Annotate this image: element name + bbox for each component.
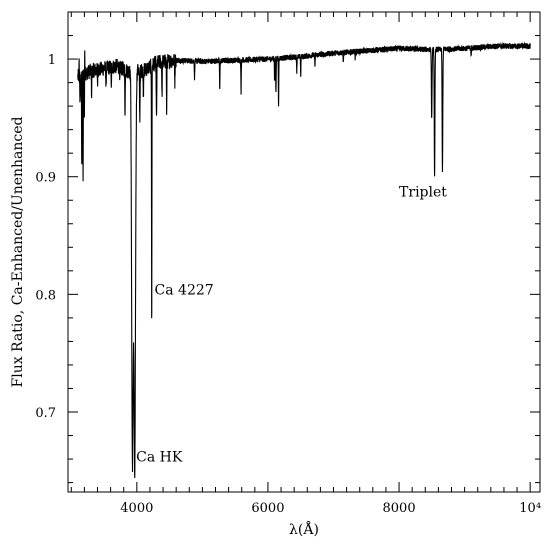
y-axis-label: Flux Ratio, Ca-Enhanced/Unenhanced — [10, 116, 26, 387]
annotation-label: Ca HK — [136, 449, 183, 465]
y-tick-label: 1 — [48, 53, 56, 68]
annotation-label: Ca 4227 — [155, 282, 214, 298]
annotation-group: Ca HK Ca 4227 Triplet — [136, 185, 447, 466]
plot-frame — [67, 11, 541, 493]
x-tick-label: 4000 — [120, 501, 153, 516]
series-group — [77, 41, 531, 479]
axis-label-group: λ(Å) Flux Ratio, Ca-Enhanced/Unenhanced — [10, 116, 319, 538]
y-tick-label: 0.9 — [35, 171, 56, 186]
x-tick-label: 6000 — [251, 501, 284, 516]
x-tick-label: 10⁴ — [519, 501, 541, 516]
spectrum-line — [77, 41, 531, 479]
annotation-label: Triplet — [399, 185, 447, 201]
y-tick-label: 0.8 — [35, 288, 56, 303]
x-tick-label: 8000 — [383, 501, 416, 516]
x-axis-label: λ(Å) — [289, 520, 319, 538]
y-tick-label: 0.7 — [35, 406, 56, 421]
axes-group: 4000 6000 8000 10⁴ 0.7 0.8 0.9 1 — [35, 11, 541, 516]
